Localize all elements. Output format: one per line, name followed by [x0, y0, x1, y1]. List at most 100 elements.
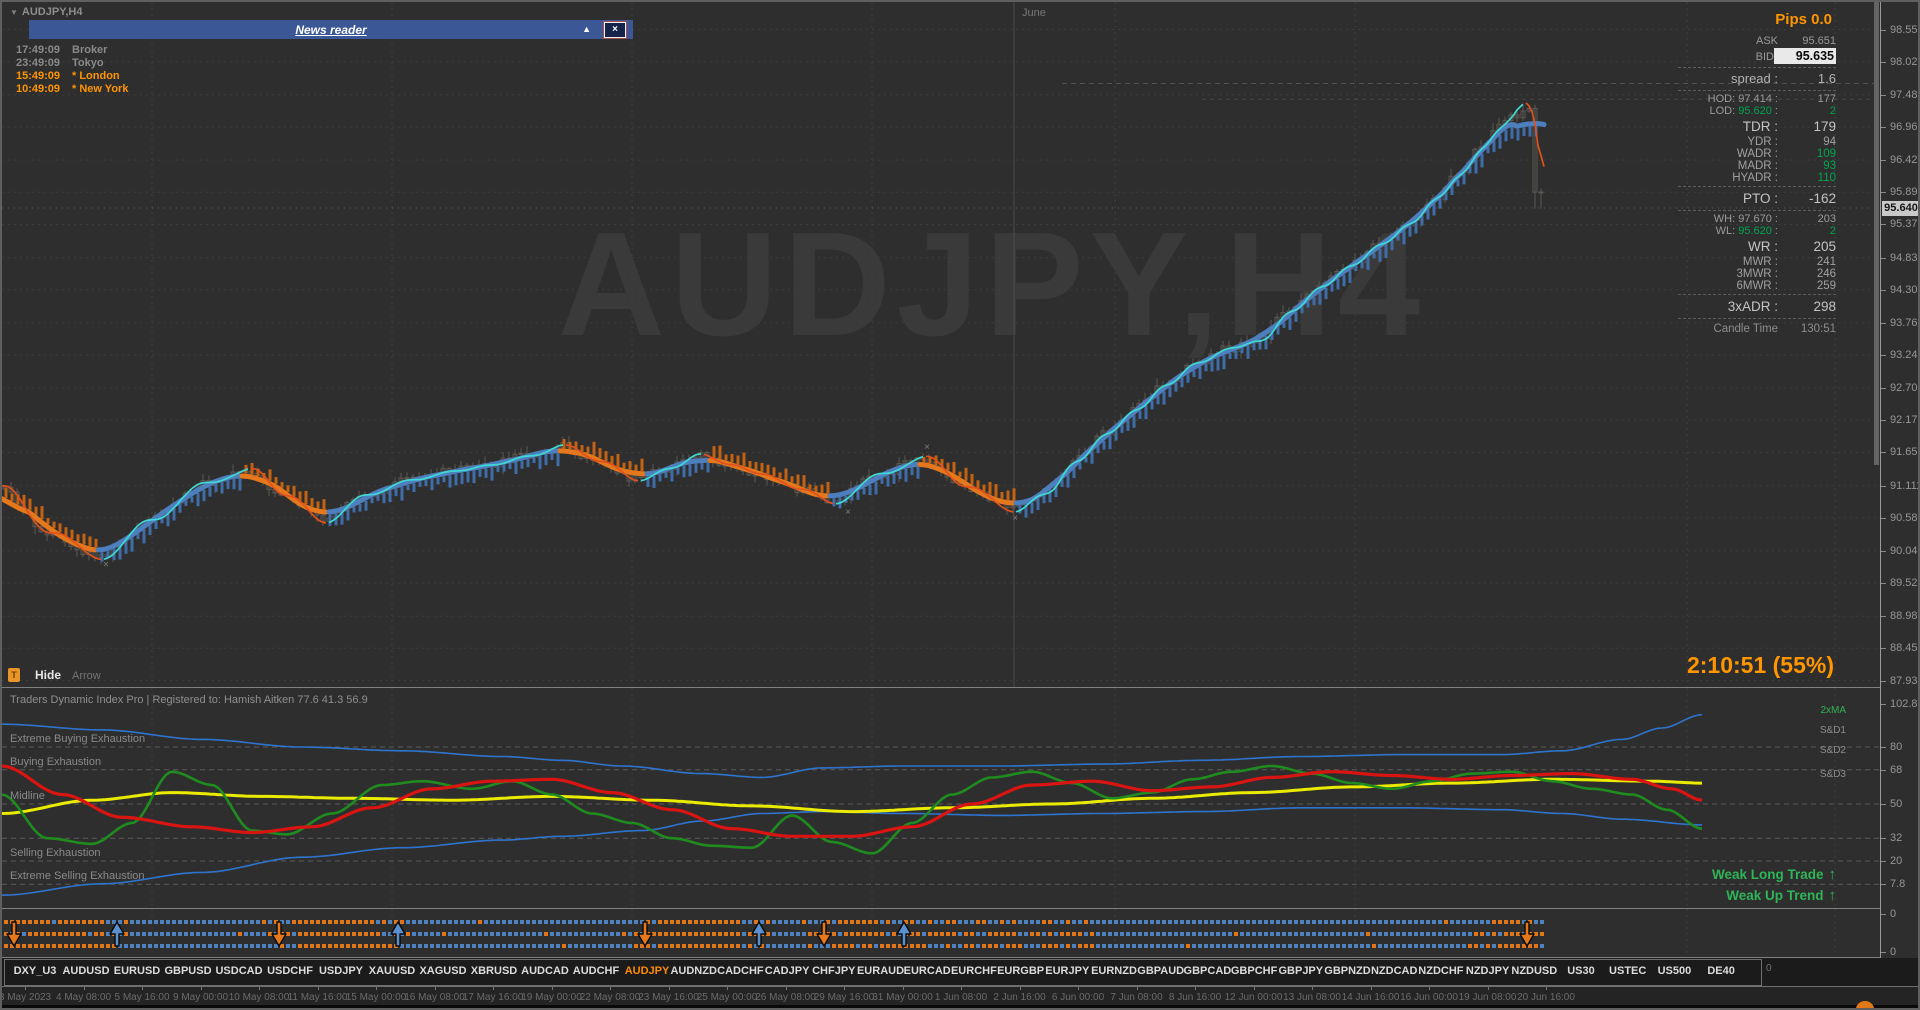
symbol-tab-usdchf[interactable]: USDCHF [267, 965, 313, 977]
symbol-tab-xbrusd[interactable]: XBRUSD [470, 965, 518, 977]
symbol-tab-usdcad[interactable]: USDCAD [215, 965, 263, 977]
symbol-period-label: AUDJPY,H4 [21, 6, 83, 18]
symbol-tab-eurchf[interactable]: EURCHF [950, 965, 997, 977]
price-tick: 98.551 [1890, 23, 1918, 36]
weak-long-trade-signal: Weak Long Trade ↑ [1711, 866, 1836, 883]
chart-watermark: AUDJPY,H4 [557, 202, 1427, 367]
signal-dot-strip-panel[interactable] [2, 909, 1880, 958]
weak-up-trend-signal: Weak Up Trend ↑ [1726, 887, 1836, 904]
date-tick-label: 6 Jun 00:00 [1051, 992, 1105, 1003]
tdi-indicator-panel[interactable]: Traders Dynamic Index Pro | Registered t… [2, 688, 1880, 909]
symbol-tab-euraud[interactable]: EURAUD [856, 965, 905, 977]
stat-row: ASK 95.651 [1755, 35, 1836, 47]
symbol-tab-cadchf[interactable]: CADCHF [717, 965, 764, 977]
symbol-tab-eurnzd[interactable]: EURNZD [1091, 965, 1137, 977]
date-tick-label: 26 May 08:00 [755, 992, 816, 1003]
symbol-tab-us500[interactable]: US500 [1657, 965, 1692, 977]
symbol-tab-usdjpy[interactable]: USDJPY [318, 965, 364, 977]
symbol-tab-gbpaud[interactable]: GBPAUD [1137, 965, 1185, 977]
symbol-tab-dxy_u3[interactable]: DXY_U3 [13, 965, 57, 977]
main-price-chart[interactable]: AUDJPY,H4 × × × × ▼ AUDJPY,H4 June News read… [2, 2, 1880, 688]
symbol-tab-gbpusd[interactable]: GBPUSD [164, 965, 212, 977]
tdi-tick: 50 [1890, 798, 1903, 810]
symbol-tab-gbpjpy[interactable]: GBPJPY [1278, 965, 1324, 977]
candlestick-chart-canvas[interactable]: × × × × [2, 2, 1880, 687]
strip-tick: 0 [1890, 946, 1897, 958]
symbol-tab-nzdjpy[interactable]: NZDJPY [1465, 965, 1510, 977]
stat-row: spread :1.6 [1731, 71, 1836, 86]
symbol-tab-audjpy[interactable]: AUDJPY [624, 965, 670, 977]
stat-row: WR :205 [1748, 239, 1836, 254]
symbol-tab-gbpchf[interactable]: GBPCHF [1230, 965, 1278, 977]
news-reader-bar[interactable]: News reader ▲ × [29, 20, 633, 39]
price-tick: 87.931 [1890, 674, 1918, 687]
close-icon[interactable]: × [604, 22, 626, 38]
price-axis[interactable]: 98.551 98.026 97.486 96.961 96.421 95.896 95.3… [1880, 2, 1920, 1005]
date-tick-label: 7 Jun 08:00 [1110, 992, 1163, 1003]
date-tick-label: 12 Jun 00:00 [1224, 992, 1283, 1003]
symbol-tab-audcad[interactable]: AUDCAD [521, 965, 569, 977]
hide-button[interactable]: Hide [35, 668, 62, 682]
symbol-tab-cadjpy[interactable]: CADJPY [764, 965, 810, 977]
stats-separator [1678, 67, 1836, 68]
symbol-tab-xauusd[interactable]: XAUUSD [368, 965, 416, 977]
corner-logo-badge [1856, 1001, 1874, 1008]
stat-row: 3xADR :298 [1727, 299, 1836, 314]
stat-row: Candle Time 130:51 [1713, 323, 1836, 335]
price-tick: 96.421 [1890, 154, 1918, 167]
news-reader-title[interactable]: News reader [295, 22, 367, 37]
stats-separator [1678, 186, 1836, 187]
stat-row: HYADR :110 [1732, 172, 1836, 184]
price-tick: 94.831 [1890, 251, 1918, 264]
symbol-tab-eurusd[interactable]: EURUSD [113, 965, 161, 977]
symbol-tab-us30[interactable]: US30 [1567, 965, 1595, 977]
symbol-tab-eurgbp[interactable]: EURGBP [997, 965, 1045, 977]
date-tick-label: 11 May 16:00 [287, 992, 348, 1003]
symbol-tab-nzdcad[interactable]: NZDCAD [1370, 965, 1418, 977]
candle-countdown-timer: 2:10:51 (55%) [1686, 652, 1834, 678]
date-tick-label: 16 Jun 00:00 [1400, 992, 1458, 1003]
time-axis[interactable]: 3 May 2023 4 May 08:00 5 May 16:00 9 May 00… [2, 986, 1918, 1006]
symbol-tab-ustec[interactable]: USTEC [1609, 965, 1647, 977]
symbol-tab-nzdchf[interactable]: NZDCHF [1418, 965, 1464, 977]
symbol-tab-audusd[interactable]: AUDUSD [62, 965, 110, 977]
symbol-tab-gbpcad[interactable]: GBPCAD [1183, 965, 1232, 977]
date-tick-label: 1 Jun 08:00 [934, 992, 988, 1003]
symbol-tab-de40[interactable]: DE40 [1707, 965, 1735, 977]
symbol-tab-audchf[interactable]: AUDCHF [572, 965, 620, 977]
clock-row: 10:49:09 * New York [16, 83, 129, 95]
date-tick-label: 9 May 00:00 [172, 992, 229, 1003]
tdi-chart-canvas[interactable] [2, 688, 1880, 908]
symbol-tab-audnzd[interactable]: AUDNZD [670, 965, 717, 977]
stats-separator [1678, 318, 1836, 319]
symbol-tab-gbpnzd[interactable]: GBPNZD [1324, 965, 1371, 977]
date-tick-label: 16 May 08:00 [404, 992, 465, 1003]
symbol-tab-xagusd[interactable]: XAGUSD [419, 965, 467, 977]
signal-strip-canvas [4, 909, 1836, 957]
stat-row: YDR :94 [1747, 136, 1836, 148]
tdi-tick: 32 [1890, 832, 1903, 845]
chart-symbol-title[interactable]: ▼ AUDJPY,H4 [10, 6, 82, 18]
tdi-line-label: S&D2 [1819, 744, 1846, 756]
tdi-line-label: 2xMA [1820, 704, 1846, 716]
symbol-tab-chfjpy[interactable]: CHFJPY [812, 965, 856, 977]
clock-row: 23:49:09 Tokyo [16, 57, 104, 69]
price-tick: 91.111 [1890, 479, 1920, 492]
market-stats-panel: ASK 95.651 BID 95.635 spread :1.6 HOD: 97.414… [1678, 35, 1836, 337]
collapse-icon[interactable]: ▲ [582, 24, 591, 34]
price-tick: 90.586 [1890, 511, 1918, 524]
arrow-button[interactable]: Arrow [72, 670, 101, 682]
date-tick-label: 31 May 00:00 [872, 992, 933, 1003]
symbol-tab-eurjpy[interactable]: EURJPY [1045, 965, 1090, 977]
tdi-level-label: Extreme Buying Exhaustion [10, 733, 146, 745]
tabs-border-box [4, 959, 1762, 986]
indicator-toggle-bar: T Hide Arrow [2, 666, 302, 686]
axis-scale-slider[interactable] [1874, 2, 1879, 465]
t-button[interactable]: T [8, 668, 20, 682]
chevron-down-icon: ▼ [10, 8, 18, 17]
symbol-tab-eurcad[interactable]: EURCAD [903, 965, 951, 977]
symbol-tabs-bar[interactable]: DXY_U3 AUDUSD EURUSD GBPUSD USDCAD USDCHF USDJ… [2, 958, 1918, 1000]
stat-row: PTO : -162 [1742, 191, 1836, 206]
symbol-tab-nzdusd[interactable]: NZDUSD [1511, 965, 1558, 977]
date-tick-label: 19 May 00:00 [521, 992, 582, 1003]
